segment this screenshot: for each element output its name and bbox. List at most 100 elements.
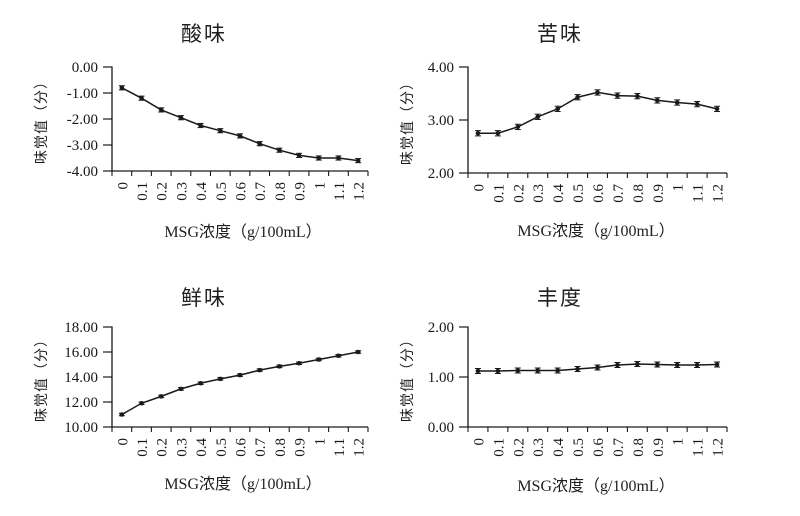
x-tick-label: 0.8 — [273, 438, 289, 457]
chart-sour: 酸味 味觉值（分） 0.00 -1.00 -2.00 -3.00 -4.00 0 0.1 0.… — [0, 0, 400, 258]
data-point — [257, 141, 262, 146]
chart-title-sour: 酸味 — [181, 22, 227, 46]
x-tick-label: 0.8 — [631, 438, 647, 457]
x-tick-label: 0.8 — [273, 182, 289, 201]
x-tick-label: 0.7 — [611, 438, 627, 457]
x-tick-label: 0.7 — [253, 182, 269, 201]
data-point — [674, 362, 680, 368]
data-point — [119, 412, 125, 417]
x-tick-label: 0.3 — [531, 438, 547, 457]
plot-area-sour: 0.00 -1.00 -2.00 -3.00 -4.00 0 0.1 0.2 0.3 0.4 0.5… — [67, 60, 369, 201]
data-point — [158, 394, 164, 399]
x-tick-label: 0.5 — [214, 182, 230, 201]
data-point — [635, 361, 640, 367]
data-point — [694, 101, 700, 107]
data-point — [218, 376, 223, 382]
data-point — [555, 368, 560, 373]
data-point — [495, 130, 501, 136]
y-tick-label: 2.00 — [428, 320, 454, 336]
data-point — [237, 133, 243, 139]
x-tick-label: 0 — [471, 438, 487, 446]
x-tick-label: 1.1 — [691, 184, 707, 203]
x-tick-label: 1 — [312, 438, 328, 446]
x-tick-label: 0.2 — [155, 182, 171, 201]
x-tick-label: 0 — [471, 184, 487, 192]
data-point — [277, 364, 282, 369]
x-tick-label: 1.2 — [352, 182, 368, 201]
data-point — [654, 362, 660, 367]
y-tick-label: 1.00 — [428, 370, 454, 386]
x-tick-label: 0.9 — [651, 184, 667, 203]
y-tick-label: 12.00 — [64, 395, 98, 411]
x-tick-label: 0.4 — [551, 438, 567, 457]
x-tick-label: 0.1 — [135, 438, 151, 457]
data-point — [336, 155, 341, 161]
data-point — [296, 360, 302, 366]
x-tick-label: 0.3 — [174, 182, 190, 201]
data-point — [635, 93, 640, 99]
data-point — [615, 362, 620, 368]
series-line — [477, 91, 718, 134]
data-point — [257, 367, 262, 373]
data-point — [674, 100, 680, 105]
data-point — [595, 90, 600, 95]
data-point — [119, 85, 125, 91]
y-tick-label: 3.00 — [428, 113, 454, 129]
x-tick-label: 0.1 — [491, 438, 507, 457]
y-tick-label: 0.00 — [72, 60, 98, 76]
data-point — [475, 368, 481, 374]
data-point — [714, 362, 720, 367]
data-point — [575, 366, 580, 372]
data-point — [575, 94, 580, 100]
y-tick-label: 18.00 — [64, 320, 98, 336]
x-tick-label: 0.7 — [611, 184, 627, 203]
chart-title-richness: 丰度 — [537, 286, 583, 310]
x-tick-label: 0 — [115, 438, 131, 446]
series-line — [121, 87, 359, 162]
data-point — [336, 353, 341, 359]
x-tick-label: 0.6 — [234, 438, 250, 457]
x-tick-label: 0.9 — [293, 438, 309, 457]
x-tick-label: 0.3 — [531, 184, 547, 203]
x-tick-label: 1 — [671, 438, 687, 446]
x-tick-label: 0.5 — [571, 184, 587, 203]
x-axis-title-umami: MSG浓度（g/100mL） — [164, 476, 322, 493]
data-point — [139, 95, 144, 101]
data-point — [316, 155, 322, 161]
plot-area-richness: 2.00 1.00 0.00 0 0.1 0.2 0.3 0.4 0.5 0.6 0.7 0.8 0.9… — [428, 320, 728, 457]
x-tick-label: 0.2 — [511, 438, 527, 457]
data-point — [355, 349, 361, 355]
x-tick-label: 0.3 — [174, 438, 190, 457]
x-tick-label: 1.2 — [352, 438, 368, 457]
x-axis-title-sour: MSG浓度（g/100mL） — [164, 224, 322, 241]
x-tick-label: 0.6 — [591, 438, 607, 457]
data-point — [694, 362, 700, 368]
plot-area-bitter: 4.00 3.00 2.00 0 0.1 0.2 0.3 0.4 0.5 0.6 0.7 0.8 0.9… — [428, 60, 728, 203]
x-tick-label: 0.4 — [194, 182, 210, 201]
y-tick-label: -2.00 — [67, 112, 98, 128]
y-tick-label: 16.00 — [64, 345, 98, 361]
x-tick-label: 0.4 — [551, 184, 567, 203]
x-tick-label: 0.4 — [194, 438, 210, 457]
x-tick-label: 0.7 — [253, 438, 269, 457]
data-point — [475, 130, 481, 136]
data-point — [296, 153, 302, 158]
data-point — [218, 128, 223, 133]
x-tick-label: 1 — [671, 184, 687, 192]
x-axis-title-richness: MSG浓度（g/100mL） — [517, 478, 675, 495]
y-tick-label: 2.00 — [428, 166, 454, 182]
data-point — [595, 365, 600, 370]
data-point — [515, 368, 521, 373]
y-tick-label: -4.00 — [67, 164, 98, 180]
x-tick-label: 1.1 — [332, 438, 348, 457]
data-point — [158, 107, 164, 113]
data-point — [178, 115, 184, 120]
chart-umami: 鲜味 味觉值（分） 18.00 16.00 14.00 12.00 10.00 0 0.1 0… — [0, 258, 400, 516]
y-tick-label: 0.00 — [428, 420, 454, 436]
x-tick-label: 0.1 — [491, 184, 507, 203]
x-tick-label: 0 — [115, 182, 131, 190]
chart-title-bitter: 苦味 — [537, 22, 583, 46]
x-tick-label: 0.5 — [214, 438, 230, 457]
x-tick-label: 0.9 — [293, 182, 309, 201]
